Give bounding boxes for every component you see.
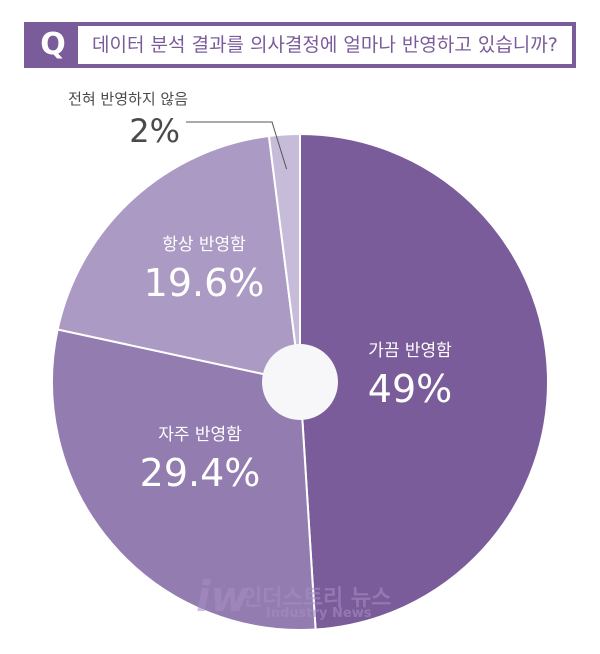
watermark-logo: iw [196, 572, 250, 621]
slice-value-label-outside: 2% [129, 112, 180, 150]
leader-line [186, 121, 288, 170]
slice-value-label: 29.4% [140, 451, 261, 495]
question-text: 데이터 분석 결과를 의사결정에 얼마나 반영하고 있습니까? [92, 34, 558, 56]
question-icon: Q [28, 26, 78, 64]
slice-never [267, 132, 301, 383]
slice-label-outside: 전혀 반영하지 않음 [68, 90, 188, 108]
slice-label: 자주 반영함 [158, 425, 242, 445]
slice-always [56, 134, 302, 384]
question-bar: Q 데이터 분석 결과를 의사결정에 얼마나 반영하고 있습니까? [24, 22, 576, 68]
question-icon-letter: Q [40, 27, 66, 62]
slice-value-label: 49% [368, 367, 452, 411]
slice-label: 가끔 반영함 [368, 341, 452, 361]
pie-center-hole [262, 344, 338, 420]
slice-value-label: 19.6% [144, 261, 265, 305]
watermark-name: 인더스트리 뉴스 [242, 586, 392, 611]
watermark: iw 인더스트리 뉴스 Industry News [196, 576, 426, 630]
slice-often [51, 328, 317, 631]
slice-sometimes [299, 132, 550, 631]
watermark-name-en: Industry News [266, 606, 372, 621]
slice-label: 항상 반영함 [162, 235, 246, 255]
